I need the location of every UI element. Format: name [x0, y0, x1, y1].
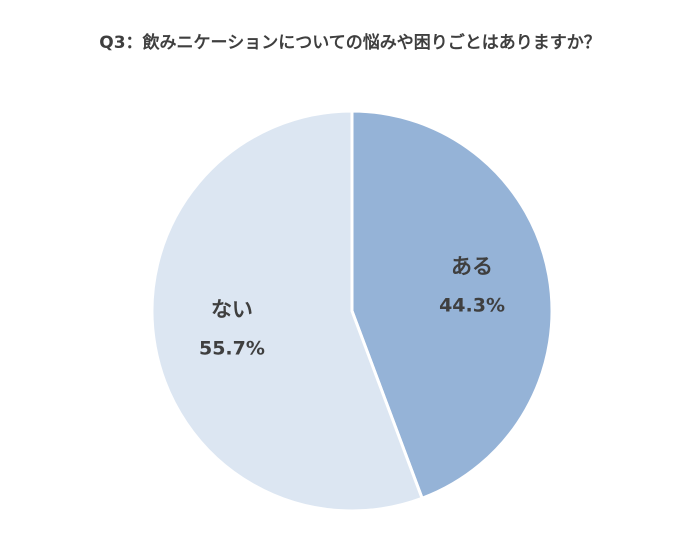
pie-slice-1 [150, 109, 424, 513]
pie-slice-label-0: ある [451, 254, 493, 278]
pie-slice-value-0: 44.3% [439, 294, 505, 316]
pie-labels: ある 44.3% ない 55.7% [199, 254, 505, 359]
pie-slice-value-1: 55.7% [199, 338, 265, 360]
chart-title: Q3：飲みニケーションについての悩みや困りごとはありますか？ [99, 33, 601, 53]
pie-slice-0 [350, 109, 554, 500]
pie-slice-label-1: ない [211, 298, 253, 322]
pie-slices [150, 109, 554, 513]
